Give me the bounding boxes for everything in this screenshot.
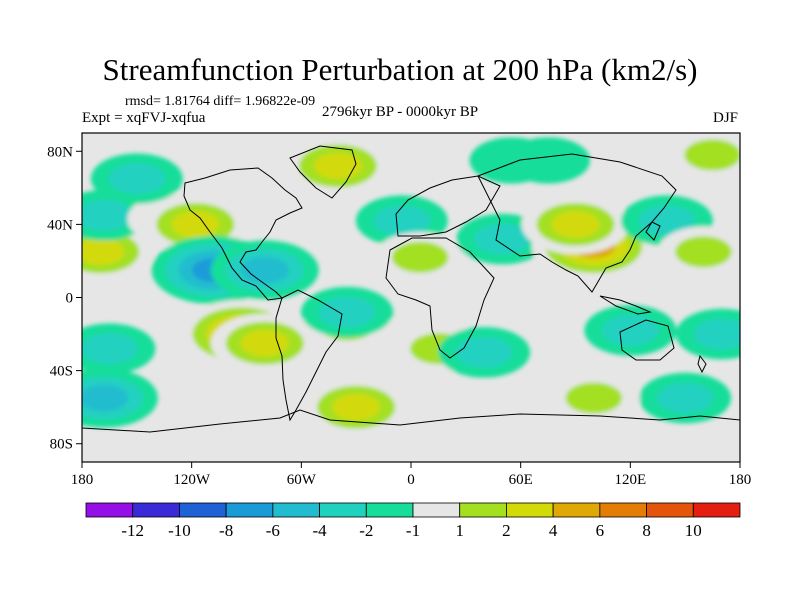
- colorbar-swatch: [459, 502, 507, 518]
- anomaly-contour-23-1: [675, 236, 732, 268]
- colorbar-swatch: [319, 502, 367, 518]
- anomaly-contour-24-1: [602, 314, 659, 346]
- colorbar-swatch: [692, 502, 741, 518]
- coastline-outline: [82, 145, 740, 433]
- anomaly-contour-29-1: [684, 139, 740, 171]
- colorbar-label: -1: [406, 521, 420, 540]
- coast-asia: [477, 153, 677, 293]
- anomaly-contour-9-2: [240, 329, 289, 357]
- colorbar-label: -12: [121, 521, 144, 540]
- colorbar-swatch: [365, 502, 414, 518]
- colorbar-label: -10: [168, 521, 191, 540]
- lat-tick-label: 0: [66, 291, 74, 307]
- lat-tick-label: 40N: [47, 217, 73, 233]
- anomaly-contour-0-2: [82, 238, 125, 266]
- anomaly-contour-30-1: [108, 163, 166, 195]
- lon-tick-label: 0: [407, 472, 415, 488]
- coast-north-america: [183, 167, 303, 301]
- rmsd-stats: rmsd= 1.81764 diff= 1.96822e-09: [125, 94, 316, 109]
- colorbar-label: -2: [359, 521, 373, 540]
- lon-tick-label: 120E: [614, 472, 646, 488]
- colorbar-label: -8: [219, 521, 233, 540]
- colorbar: -12 -10 -8 -6 -4 -2 -1 1 2 4 6 8 10: [85, 502, 741, 540]
- anomaly-contour-13-1: [373, 205, 431, 237]
- anomaly-contour-25-1: [455, 336, 513, 368]
- colorbar-swatch: [85, 502, 134, 518]
- colorbar-swatch: [599, 502, 647, 518]
- season-label: DJF: [713, 110, 739, 126]
- lat-tick-label: 80N: [47, 144, 73, 160]
- colorbar-label: 6: [596, 521, 605, 540]
- colorbar-swatch: [132, 502, 180, 518]
- lat-tick-label: 80S: [50, 437, 73, 453]
- colorbar-swatch: [225, 502, 274, 518]
- anomaly-contour-27-1: [656, 382, 714, 414]
- coast-europe: [395, 175, 501, 237]
- anomaly-contour-28-1: [565, 382, 623, 414]
- coast-new-zealand: [697, 354, 707, 374]
- colorbar-label: -4: [312, 521, 327, 540]
- anomaly-contour-5-2: [171, 211, 220, 238]
- anomaly-contour-7-2: [240, 256, 289, 284]
- anomaly-contour-2-2: [82, 384, 128, 412]
- colorbar-label: 2: [502, 521, 511, 540]
- colorbar-swatch: [552, 502, 601, 518]
- colorbar-label: 1: [455, 521, 464, 540]
- lat-tick-label: 40S: [50, 364, 73, 380]
- anomaly-contour-14-1: [391, 241, 449, 273]
- colorbar-label: 8: [642, 521, 651, 540]
- colorbar-label: 10: [685, 521, 702, 540]
- colorbar-swatch: [272, 502, 320, 518]
- anomaly-contour-12-2: [313, 152, 362, 180]
- anomaly-contour-3-1: [82, 199, 133, 231]
- lon-tick-label: 180: [71, 472, 94, 488]
- colorbar-label: -6: [266, 521, 280, 540]
- coast-indonesia: [599, 295, 652, 315]
- anomaly-field: [82, 133, 740, 437]
- coast-south-america: [275, 289, 343, 422]
- chart-title: Streamfunction Perturbation at 200 hPa (…: [102, 52, 698, 87]
- period-label: 2796kyr BP - 0000kyr BP: [322, 104, 479, 120]
- colorbar-label: 4: [549, 521, 558, 540]
- anomaly-contour-1-1: [82, 333, 138, 365]
- lon-tick-label: 120W: [173, 472, 211, 488]
- coast-australia: [619, 319, 675, 361]
- coast-greenland: [289, 145, 357, 199]
- axis-ticks: 80N 40N 0 40S 80S 180 120W 60W 0 60E 120E 180: [47, 144, 751, 488]
- anomaly-contour-21-2: [551, 211, 600, 238]
- anomaly-contour-16-2: [332, 393, 381, 421]
- anomaly-contour-19-0: [506, 137, 591, 184]
- colorbar-swatch: [506, 502, 554, 518]
- lon-tick-label: 60E: [509, 472, 533, 488]
- colorbar-swatch: [179, 502, 227, 518]
- colorbar-swatch: [412, 502, 461, 518]
- coast-antarctica: [82, 409, 740, 433]
- lon-tick-label: 60W: [287, 472, 317, 488]
- colorbar-swatch: [646, 502, 694, 518]
- experiment-label: Expt = xqFVJ-xqfua: [82, 110, 206, 126]
- anomaly-contour-17-1: [474, 223, 531, 255]
- anomaly-contour-11-1: [318, 296, 376, 328]
- anomaly-contour-26-1: [693, 318, 740, 350]
- lon-tick-label: 180: [729, 472, 752, 488]
- coast-africa: [385, 237, 495, 359]
- anomaly-contour-22-1: [638, 205, 696, 237]
- coast-japan: [645, 221, 661, 241]
